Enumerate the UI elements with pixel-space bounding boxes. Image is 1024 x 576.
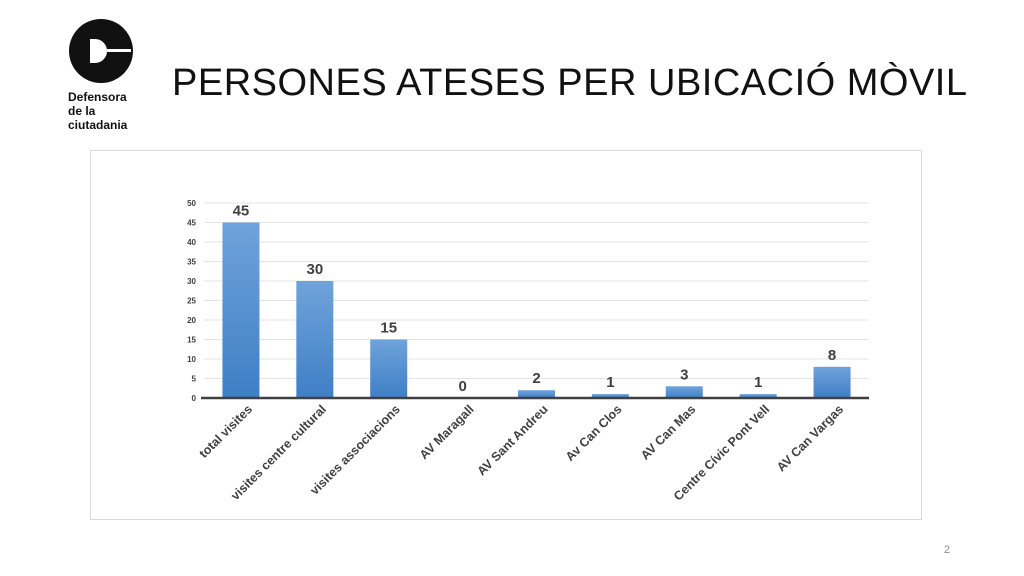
y-axis-ticks: 0 5 10 15 20 25 30 35 40 45 50 xyxy=(187,199,196,403)
bars xyxy=(222,222,851,398)
defensora-logo-icon xyxy=(69,19,133,83)
logo: Defensora de la ciutadania xyxy=(68,18,148,132)
bar xyxy=(222,222,260,398)
data-label: 30 xyxy=(306,261,323,278)
y-tick-label: 0 xyxy=(192,394,197,403)
bar xyxy=(813,366,851,398)
data-label: 3 xyxy=(680,366,688,383)
bar xyxy=(518,390,555,398)
bar-chart: 0 5 10 15 20 25 30 35 40 45 50 45 30 15 0 2 1 3 1 8 total … xyxy=(187,199,869,503)
bar xyxy=(739,394,777,398)
y-tick-label: 45 xyxy=(187,219,196,228)
x-tick-label: AV Sant Andreu xyxy=(474,402,550,478)
data-label: 8 xyxy=(828,347,836,364)
data-label: 15 xyxy=(380,320,397,337)
y-tick-label: 10 xyxy=(187,355,196,364)
data-label: 0 xyxy=(458,378,466,395)
y-tick-label: 25 xyxy=(187,297,196,306)
data-labels: 45 30 15 0 2 1 3 1 8 xyxy=(233,203,837,396)
x-tick-label: AV Maragall xyxy=(417,402,477,462)
page-number: 2 xyxy=(943,544,950,556)
slide-title: PERSONES ATESES PER UBICACIÓ MÒVIL xyxy=(172,62,968,104)
bar xyxy=(665,386,703,398)
x-tick-label: AV Can Mas xyxy=(638,402,698,462)
x-tick-label: AV Can Vargas xyxy=(774,402,846,474)
y-tick-label: 20 xyxy=(187,316,196,325)
x-tick-label: Av Can Clos xyxy=(563,402,625,464)
y-tick-label: 40 xyxy=(187,238,196,247)
bar xyxy=(296,281,334,398)
data-label: 45 xyxy=(233,203,250,220)
data-label: 1 xyxy=(754,374,762,391)
bar xyxy=(591,394,629,398)
logo-text: Defensora de la ciutadania xyxy=(68,90,128,132)
x-tick-label: total visites xyxy=(197,402,256,461)
y-tick-label: 15 xyxy=(187,336,196,345)
grid-lines xyxy=(204,202,869,379)
bar xyxy=(370,339,408,398)
y-tick-label: 35 xyxy=(187,258,196,267)
data-label: 1 xyxy=(606,374,614,391)
y-tick-label: 50 xyxy=(187,199,196,208)
data-label: 2 xyxy=(532,370,540,387)
y-tick-label: 5 xyxy=(192,375,197,384)
chart-frame: 0 5 10 15 20 25 30 35 40 45 50 45 30 15 0 2 1 3 1 8 total … xyxy=(90,150,922,520)
y-tick-label: 30 xyxy=(187,277,196,286)
